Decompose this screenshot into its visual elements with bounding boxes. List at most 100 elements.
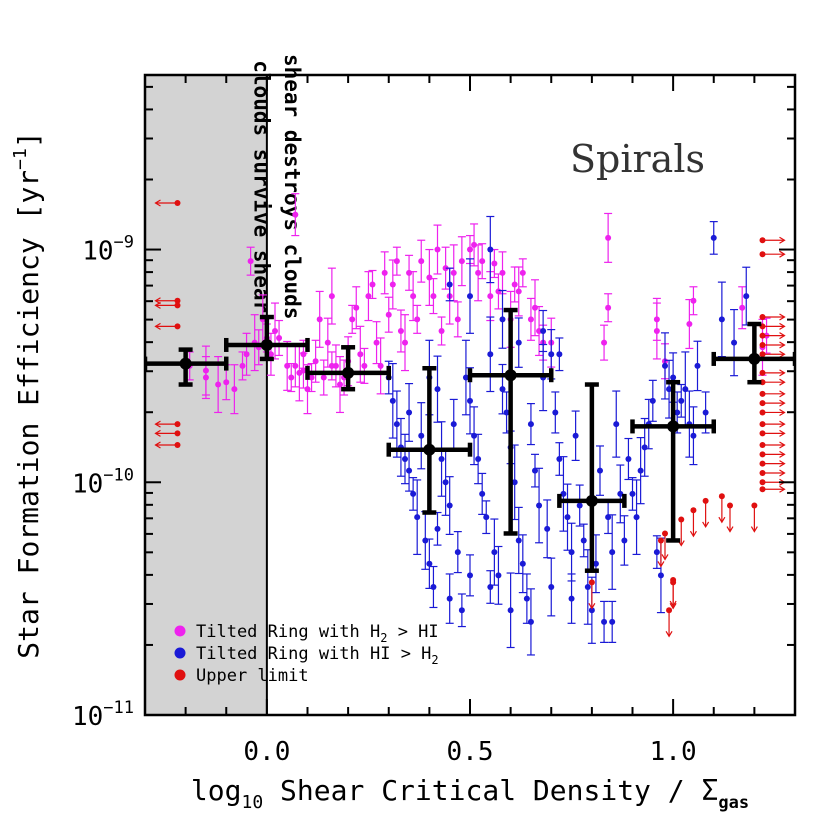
h2-gt-hi-point bbox=[320, 374, 327, 381]
h2-gt-hi-point bbox=[605, 304, 612, 311]
annotation-shear-destroys-clouds: shear destroys clouds bbox=[280, 54, 304, 320]
y-axis-title: Star Formation Efficiency [yr−1] bbox=[10, 131, 45, 658]
upper-limit-arrowhead bbox=[779, 332, 786, 340]
h2-gt-hi-point bbox=[653, 328, 660, 334]
hi-gt-h2-point bbox=[633, 514, 640, 521]
h2-gt-hi-point bbox=[475, 269, 482, 276]
upper-limit-arrowhead bbox=[750, 526, 758, 533]
upper-limit-arrowhead bbox=[779, 399, 786, 407]
hi-gt-h2-point bbox=[430, 584, 437, 590]
h2-gt-hi-point bbox=[739, 304, 746, 311]
upper-limit-point bbox=[690, 507, 697, 514]
bin-mean-point bbox=[504, 369, 517, 382]
hi-gt-h2-point bbox=[442, 479, 449, 486]
upper-limit-arrowhead bbox=[718, 516, 726, 524]
h2-gt-hi-point bbox=[231, 386, 238, 393]
legend-marker-upper-limit bbox=[174, 669, 186, 681]
upper-limit-point bbox=[759, 469, 766, 476]
legend-marker-hi-gt-h2 bbox=[174, 647, 186, 659]
h2-gt-hi-point bbox=[247, 258, 254, 265]
h2-gt-hi-point bbox=[442, 265, 449, 272]
h2-gt-hi-point bbox=[402, 339, 408, 346]
upper-limit-point bbox=[174, 421, 181, 428]
hi-gt-h2-point bbox=[503, 409, 510, 416]
x-axis-title: log10 Shear Critical Density / Σgas bbox=[191, 774, 749, 813]
h2-gt-hi-point bbox=[357, 351, 364, 358]
upper-limit-arrowhead bbox=[702, 521, 710, 529]
upper-limit-point bbox=[751, 502, 758, 509]
h2-gt-hi-point bbox=[292, 211, 299, 218]
h2-gt-hi-point bbox=[414, 316, 421, 323]
upper-limit-arrowhead bbox=[779, 441, 786, 449]
hi-gt-h2-point bbox=[613, 421, 620, 428]
h2-gt-hi-point bbox=[276, 334, 283, 341]
hi-gt-h2-point bbox=[601, 618, 608, 625]
hi-gt-h2-point bbox=[674, 409, 681, 416]
hi-gt-h2-point bbox=[625, 456, 632, 462]
h2-gt-hi-point bbox=[471, 241, 478, 248]
bin-mean-point bbox=[423, 443, 436, 456]
hi-gt-h2-point bbox=[670, 374, 677, 381]
hi-gt-h2-point bbox=[568, 549, 575, 556]
upper-limit-point bbox=[588, 579, 595, 586]
upper-limit-arrowhead bbox=[657, 561, 665, 568]
bin-mean-point bbox=[585, 494, 598, 507]
h2-gt-hi-point bbox=[272, 328, 278, 334]
bin-mean-point bbox=[748, 352, 761, 365]
hi-gt-h2-point bbox=[426, 560, 433, 567]
h2-gt-hi-point bbox=[686, 321, 693, 328]
hi-gt-h2-point bbox=[438, 456, 445, 462]
hi-gt-h2-point bbox=[649, 397, 656, 404]
hi-gt-h2-point bbox=[467, 572, 473, 579]
h2-gt-hi-point bbox=[288, 374, 295, 381]
h2-gt-hi-point bbox=[397, 328, 404, 334]
h2-gt-hi-point bbox=[511, 281, 518, 288]
h2-gt-hi-point bbox=[239, 362, 246, 369]
bin-mean-point bbox=[667, 420, 680, 433]
upper-limit-arrowhead bbox=[779, 236, 786, 244]
hi-gt-h2-point bbox=[527, 618, 534, 625]
h2-gt-hi-point bbox=[527, 316, 534, 323]
h2-gt-hi-point bbox=[300, 351, 307, 358]
hi-gt-h2-point bbox=[560, 490, 567, 497]
h2-gt-hi-point bbox=[487, 293, 494, 300]
hi-gt-h2-point bbox=[462, 374, 469, 381]
upper-limit-point bbox=[678, 516, 685, 523]
h2-gt-hi-point bbox=[454, 316, 461, 323]
hi-gt-h2-point bbox=[666, 386, 673, 393]
h2-gt-hi-point bbox=[499, 269, 506, 276]
upper-limit-point bbox=[657, 537, 664, 544]
upper-limit-point bbox=[759, 479, 766, 486]
hi-gt-h2-point bbox=[446, 281, 453, 288]
upper-limit-point bbox=[759, 486, 766, 493]
h2-gt-hi-point bbox=[434, 246, 441, 253]
upper-limit-point bbox=[174, 200, 181, 206]
hi-gt-h2-point bbox=[690, 432, 697, 439]
hi-gt-h2-point bbox=[702, 409, 709, 416]
h2-gt-hi-point bbox=[385, 311, 392, 318]
hi-gt-h2-point bbox=[629, 490, 636, 497]
hi-gt-h2-point bbox=[450, 421, 457, 428]
upper-limit-arrowhead bbox=[669, 603, 677, 610]
h2-gt-hi-point bbox=[430, 293, 437, 300]
upper-limit-arrowhead bbox=[779, 250, 786, 258]
h2-gt-hi-point bbox=[418, 258, 425, 265]
hi-gt-h2-point bbox=[580, 537, 587, 544]
hi-gt-h2-point bbox=[410, 490, 417, 497]
binned-means bbox=[145, 307, 795, 573]
hi-gt-h2-point bbox=[548, 584, 555, 590]
upper-limit-point bbox=[727, 502, 733, 509]
hi-gt-h2-point bbox=[662, 362, 668, 369]
h2-gt-hi-point bbox=[284, 362, 291, 369]
upper-limit-arrowhead bbox=[154, 301, 161, 309]
hi-gt-h2-point bbox=[434, 386, 441, 393]
x-tick-label: 0.5 bbox=[447, 737, 494, 767]
upper-limit-point bbox=[759, 237, 766, 244]
h2-gt-hi-point bbox=[337, 381, 343, 388]
hi-gt-h2-point bbox=[499, 386, 506, 393]
upper-limit-arrowhead bbox=[779, 429, 786, 437]
hi-gt-h2-point bbox=[731, 339, 738, 346]
hi-gt-h2-point bbox=[515, 339, 522, 346]
h2-gt-hi-point bbox=[393, 258, 400, 265]
h2-gt-hi-point bbox=[369, 281, 376, 288]
